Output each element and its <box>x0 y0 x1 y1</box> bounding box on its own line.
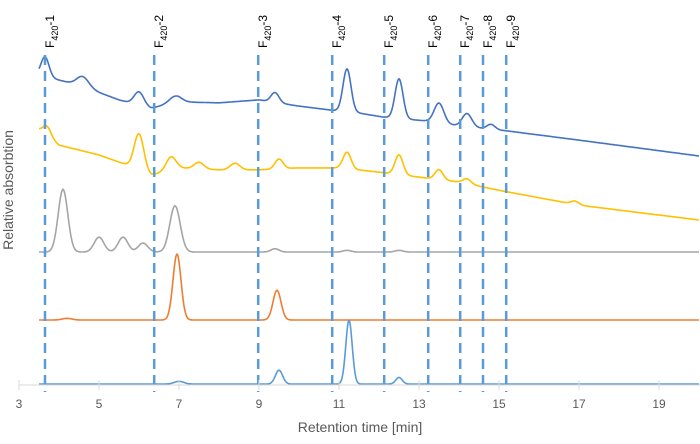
fraction-marker-label: F420-7 <box>458 15 475 48</box>
series-line-4 <box>39 253 699 321</box>
series-line-3 <box>39 188 699 253</box>
x-tick-label: 5 <box>96 397 103 411</box>
series-line-2 <box>39 124 700 221</box>
x-tick-label: 13 <box>412 397 426 411</box>
x-axis-label: Retention time [min] <box>298 419 423 435</box>
marker-layer: F420-1 F420-2 F420-3 F420-4 F420-5 F420-6 F420… <box>43 15 521 392</box>
fraction-marker-label: F420-9 <box>504 15 521 48</box>
fraction-marker-label: F420-2 <box>152 15 169 48</box>
fraction-marker-label: F420-4 <box>330 15 347 48</box>
x-tick-label: 17 <box>572 397 586 411</box>
y-axis-label: Relative absorbtion <box>0 130 16 250</box>
fraction-marker-label: F420-6 <box>426 15 443 48</box>
x-tick-label: 7 <box>176 397 183 411</box>
x-tick-label: 19 <box>652 397 666 411</box>
x-tick-label: 11 <box>333 397 346 411</box>
series-layer <box>38 55 700 385</box>
series-line-1 <box>38 55 700 157</box>
x-tick-label: 15 <box>492 397 506 411</box>
x-tick-label: 3 <box>16 397 23 411</box>
fraction-marker-label: F420-3 <box>256 15 273 48</box>
series-line-5 <box>39 319 699 385</box>
fraction-marker-label: F420-1 <box>43 15 60 48</box>
x-tick-label: 9 <box>256 397 263 411</box>
x-tick-layer: 3 5 7 9 11 13 15 17 19 <box>16 380 666 411</box>
fraction-marker-label: F420-5 <box>382 15 399 48</box>
fraction-marker-label: F420-8 <box>481 15 498 48</box>
